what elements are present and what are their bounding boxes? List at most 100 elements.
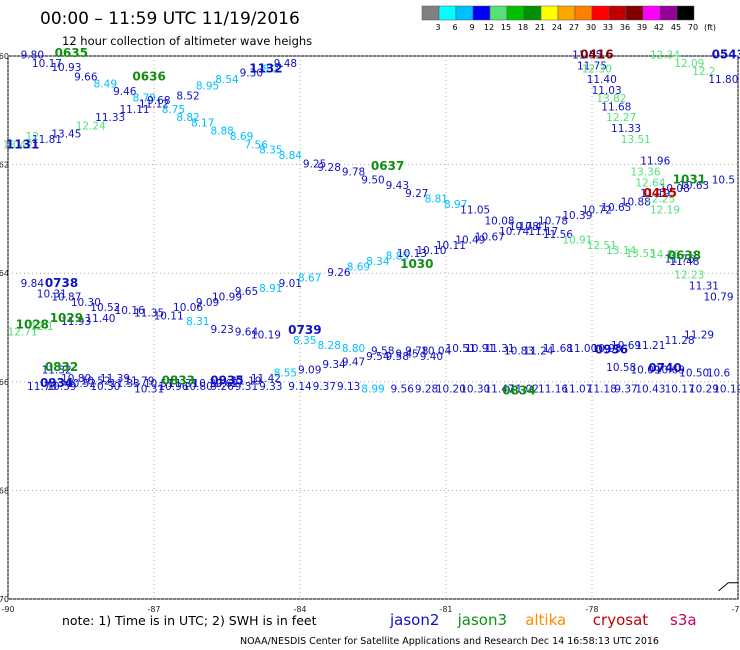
swh-point: 10.17	[32, 58, 62, 70]
swh-point: 9.09	[298, 365, 321, 377]
swh-point: 10.63	[679, 180, 709, 192]
swh-point: 8.2	[262, 63, 279, 75]
swh-point: 10.52	[90, 302, 120, 314]
swh-point: 8.80	[342, 343, 365, 355]
swh-point: 11.03	[592, 85, 622, 97]
swh-point: 11.33	[95, 112, 125, 124]
swh-point: 10.43	[635, 384, 665, 396]
legend-s3a: s3a	[670, 611, 697, 629]
swh-point: 9.78	[405, 346, 428, 358]
swh-point: 11.48	[669, 256, 699, 268]
y-tick-label: -60	[0, 52, 9, 61]
swh-point: 10.39	[562, 210, 592, 222]
pass-time-label: 0739	[288, 323, 321, 337]
colorbar-swatch	[676, 5, 695, 21]
swh-point: 9.62	[215, 378, 238, 390]
pass-time-label: 1132	[249, 61, 282, 75]
swh-point: 10.99	[212, 291, 242, 303]
swh-point: 10.93	[592, 343, 622, 355]
swh-point: 9.46	[113, 86, 137, 98]
swh-point: 9.58	[371, 346, 394, 358]
swh-point: 10.69	[611, 340, 641, 352]
pass-time-label: 0935	[210, 374, 243, 388]
swh-point: 10.19	[713, 384, 740, 396]
pass-time-label: 0416	[580, 48, 613, 62]
swh-point: 10.80	[61, 373, 91, 385]
swh-point: 9.65	[235, 286, 258, 298]
swh-point: 12.24	[76, 120, 106, 132]
swh-point: 12.30	[582, 63, 612, 75]
coastline	[718, 582, 738, 592]
swh-point: 11.02	[509, 384, 539, 396]
swh-point: 10.58	[606, 362, 636, 374]
swh-point: 9.37	[614, 384, 637, 396]
swh-point: 8.79	[133, 93, 156, 105]
colorbar-swatch	[489, 5, 508, 21]
swh-point: 11.21	[635, 340, 665, 352]
swh-point: 10.69	[655, 365, 685, 377]
x-tick-label: -81	[439, 605, 452, 614]
swh-point: 11.39	[100, 373, 130, 385]
swh-point: 10.51	[446, 343, 476, 355]
swh-point: 10.96	[158, 381, 188, 393]
colorbar-label: 12	[484, 23, 494, 32]
colorbar-label: 18	[518, 23, 528, 32]
swh-point: 8.35	[293, 335, 316, 347]
swh-point: 9.54	[366, 351, 390, 363]
swh-point: 10.10	[416, 245, 446, 257]
swh-point: 11.16	[538, 384, 568, 396]
swh-point: 11.31	[168, 378, 198, 390]
y-tick-label: -70	[0, 595, 9, 604]
colorbar-label: 15	[501, 23, 511, 32]
satellite-legend: jason2 jason3 altika cryosat s3a	[389, 611, 697, 629]
swh-point: 10.67	[475, 232, 505, 244]
colorbar-swatch	[625, 5, 644, 21]
swh-point: 9.13	[337, 381, 360, 393]
swh-point: 12	[26, 131, 39, 143]
swh-point: 8.99	[361, 384, 384, 396]
swh-point: 9.34	[322, 359, 346, 371]
pass-time-label: 0638	[668, 249, 701, 263]
colorbar-label: 30	[586, 23, 596, 32]
swh-point: 11.17	[528, 226, 558, 238]
swh-point: 11.47	[485, 384, 515, 396]
swh-point: 10.78	[538, 215, 568, 227]
swh-point: 9.45	[395, 348, 418, 360]
swh-point: 10.13	[397, 248, 427, 260]
swh-point: 10.09	[631, 365, 661, 377]
colorbar-swatch	[591, 5, 610, 21]
swh-point: 9.23	[210, 324, 233, 336]
swh-point: 9.78	[342, 166, 365, 178]
swh-point: 10.6	[707, 367, 731, 379]
swh-point: 10.59	[47, 381, 77, 393]
swh-point: 9.68	[147, 95, 170, 107]
colorbar-swatch	[455, 5, 474, 21]
swh-point: 7.56	[245, 139, 269, 151]
pass-time-label: 0936	[595, 343, 628, 357]
pass-time-label: 0832	[45, 360, 78, 374]
swh-point: 9.56	[391, 384, 415, 396]
pass-time-label: 0635	[55, 46, 88, 60]
swh-point: 10.5	[712, 175, 735, 187]
swh-point: 10.88	[621, 196, 651, 208]
pass-time-label: 0637	[371, 159, 404, 173]
swh-point: 11.31	[485, 343, 515, 355]
swh-point: 10.08	[660, 183, 690, 195]
x-tick-label: -87	[147, 605, 160, 614]
y-tick-label: -66	[0, 378, 9, 387]
swh-point: 12.64	[635, 177, 665, 189]
swh-point: 10.78	[509, 221, 539, 233]
swh-point: 11.35	[134, 308, 164, 320]
swh-point: 8.34	[366, 256, 390, 268]
colorbar-swatch	[540, 5, 559, 21]
swh-point: 8.75	[162, 104, 185, 116]
pass-time-label: 0833	[162, 374, 195, 388]
colorbar-swatch	[608, 5, 627, 21]
colorbar-swatch	[506, 5, 525, 21]
colorbar-swatch	[421, 5, 440, 21]
swh-point: 8.67	[298, 272, 321, 284]
x-tick-label: -78	[585, 605, 598, 614]
swh-point: 11.28	[665, 335, 695, 347]
pass-time-label: 0740	[648, 361, 681, 375]
swh-point: 10.31	[37, 289, 67, 301]
